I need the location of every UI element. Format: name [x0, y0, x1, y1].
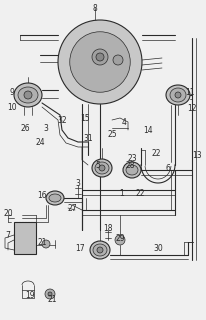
Ellipse shape	[91, 159, 111, 177]
Text: 19: 19	[25, 292, 35, 300]
Ellipse shape	[46, 191, 64, 205]
Text: 18: 18	[103, 223, 112, 233]
Text: 23: 23	[126, 154, 136, 163]
Circle shape	[48, 292, 52, 296]
Ellipse shape	[165, 85, 189, 105]
Circle shape	[115, 235, 124, 245]
Text: 3: 3	[75, 179, 80, 188]
Text: 13: 13	[191, 150, 201, 159]
Text: 8: 8	[92, 4, 97, 12]
Text: 11: 11	[184, 87, 194, 97]
Circle shape	[69, 32, 130, 92]
Ellipse shape	[49, 194, 61, 202]
Circle shape	[174, 92, 180, 98]
Text: 14: 14	[143, 125, 152, 134]
Text: 22: 22	[135, 188, 144, 197]
Text: 28: 28	[125, 161, 134, 170]
Circle shape	[58, 20, 141, 104]
Text: 15: 15	[80, 114, 89, 123]
Text: 21: 21	[37, 237, 47, 246]
Circle shape	[96, 53, 103, 61]
Text: 17: 17	[75, 244, 84, 252]
Text: 10: 10	[7, 102, 17, 111]
Ellipse shape	[14, 83, 42, 107]
Circle shape	[91, 49, 108, 65]
Text: 27: 27	[67, 204, 76, 212]
Bar	[14, 222, 36, 254]
Text: 9: 9	[9, 87, 14, 97]
Circle shape	[24, 91, 32, 99]
Text: 26: 26	[20, 124, 30, 132]
Ellipse shape	[122, 162, 140, 178]
Ellipse shape	[18, 87, 38, 103]
Text: 29: 29	[115, 234, 124, 243]
Circle shape	[112, 55, 122, 65]
Ellipse shape	[92, 244, 107, 256]
Ellipse shape	[125, 165, 137, 175]
Text: 3: 3	[43, 124, 48, 132]
Circle shape	[98, 165, 104, 171]
Text: 21: 21	[47, 295, 56, 305]
Text: 25: 25	[107, 130, 116, 139]
Text: 22: 22	[151, 148, 160, 157]
Text: 31: 31	[83, 133, 92, 142]
Circle shape	[45, 289, 55, 299]
Ellipse shape	[169, 88, 185, 102]
Text: 6: 6	[165, 164, 170, 172]
Text: 12: 12	[186, 103, 196, 113]
Text: 32: 32	[57, 116, 67, 124]
Text: 20: 20	[3, 209, 13, 218]
Text: 5: 5	[95, 161, 100, 170]
Circle shape	[97, 247, 103, 253]
Circle shape	[42, 240, 50, 248]
Ellipse shape	[90, 241, 109, 259]
Text: 16: 16	[37, 190, 47, 199]
Text: 7: 7	[6, 230, 10, 239]
Text: 1: 1	[119, 188, 124, 197]
Ellipse shape	[95, 162, 109, 174]
Text: 4: 4	[121, 117, 126, 126]
Text: 24: 24	[35, 138, 44, 147]
Text: 30: 30	[152, 244, 162, 252]
